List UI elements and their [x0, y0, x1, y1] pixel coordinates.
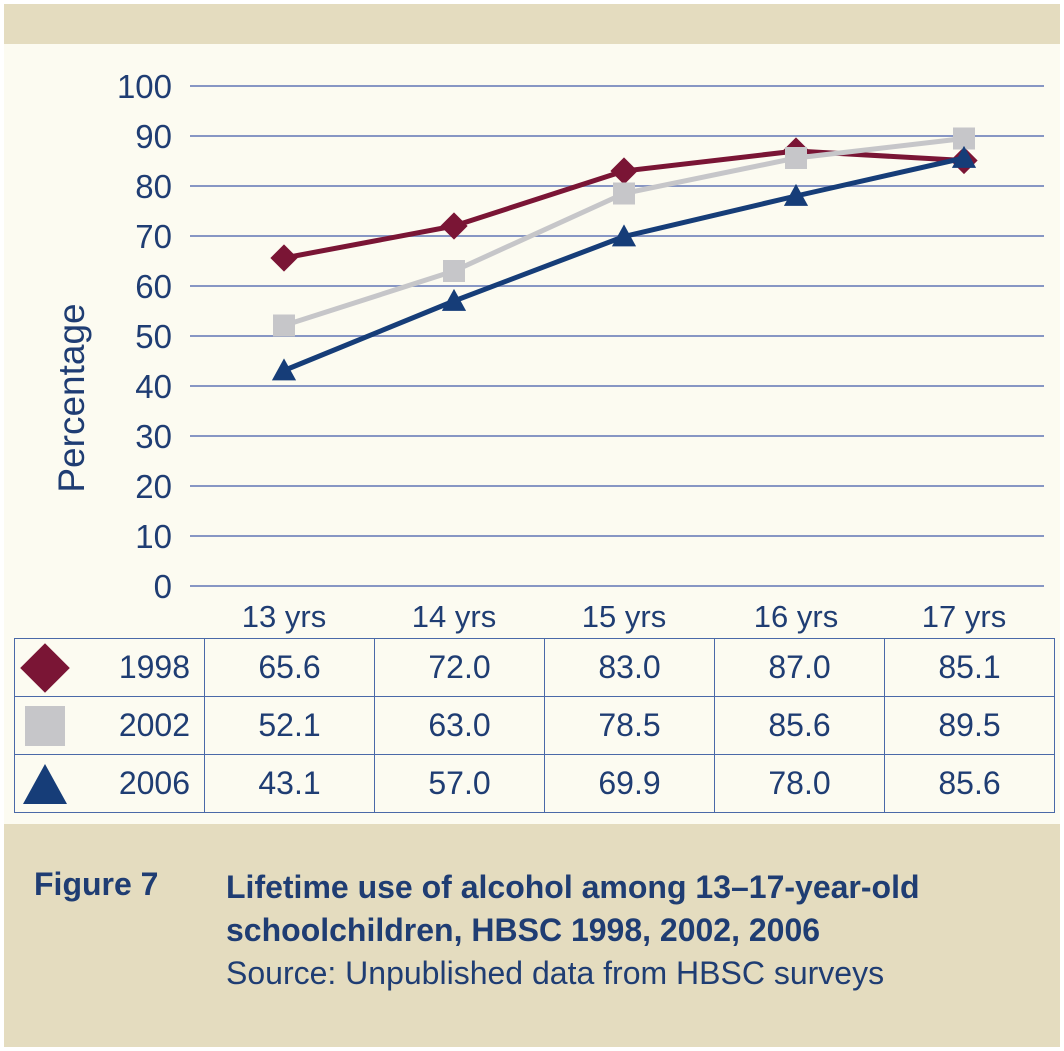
data-point-2002: [613, 182, 635, 205]
data-point-2002: [443, 260, 465, 282]
table-cell: 78.5: [544, 696, 715, 755]
y-tick-label: 80: [135, 168, 172, 205]
table-row: 2006 43.1 57.0 69.9 78.0 85.6: [14, 754, 1055, 813]
data-point-1998: [270, 244, 298, 272]
y-tick-label: 60: [135, 268, 172, 305]
y-tick-label: 50: [135, 318, 172, 355]
y-tick-label: 20: [135, 468, 172, 505]
line-chart: 0 10 20 30 40 50 60 70 80 90 100 13 yrs 14 yrs 15 yr…: [51, 68, 1044, 634]
x-tick-label: 15 yrs: [582, 599, 666, 634]
data-point-2006: [611, 224, 637, 247]
x-tick-labels: 13 yrs 14 yrs 15 yrs 16 yrs 17 yrs: [242, 599, 1006, 634]
table-cell: 85.6: [884, 754, 1055, 813]
table-cell: 83.0: [544, 638, 715, 697]
series-lines: [270, 127, 978, 381]
data-point-2006: [783, 183, 809, 206]
table-row: 2002 52.1 63.0 78.5 85.6 89.5: [14, 696, 1055, 755]
table-cell: 87.0: [714, 638, 885, 697]
data-point-1998: [440, 212, 468, 240]
figure-label: Figure 7: [34, 866, 159, 902]
table-cell: 78.0: [714, 754, 885, 813]
table-row: 1998 65.6 72.0 83.0 87.0 85.1: [14, 638, 1055, 697]
legend-cell: 2002: [14, 696, 205, 755]
data-point-1998: [610, 157, 638, 185]
table-cell: 69.9: [544, 754, 715, 813]
legend-marker-2002: [25, 706, 65, 746]
data-point-2006: [951, 145, 977, 168]
y-tick-label: 100: [117, 68, 172, 105]
table-cell: 63.0: [374, 696, 545, 755]
x-tick-label: 14 yrs: [412, 599, 496, 634]
table-cell: 85.6: [714, 696, 885, 755]
legend-label: 2006: [118, 765, 190, 801]
legend-diamond-icon: [20, 643, 70, 693]
y-tick-label: 0: [154, 568, 172, 605]
table-cell: 72.0: [374, 638, 545, 697]
legend-triangle-icon: [23, 764, 67, 805]
x-tick-label: 13 yrs: [242, 599, 326, 634]
legend-label: 1998: [118, 649, 190, 685]
y-tick-labels: 0 10 20 30 40 50 60 70 80 90 100: [117, 68, 172, 605]
figure-title: Lifetime use of alcohol among 13–17-year…: [226, 869, 920, 948]
data-table: 1998 65.6 72.0 83.0 87.0 85.1 2002 52.1 63.0 78.5…: [14, 638, 1055, 813]
legend-marker-1998: [20, 643, 70, 693]
figure-source: Source: Unpublished data from HBSC surve…: [226, 955, 885, 991]
y-tick-label: 70: [135, 218, 172, 255]
y-axis-title: Percentage: [51, 303, 92, 492]
y-tick-label: 10: [135, 518, 172, 555]
grid-lines: [190, 85, 1044, 587]
y-tick-label: 40: [135, 368, 172, 405]
y-tick-label: 30: [135, 418, 172, 455]
series-2002: [273, 127, 975, 337]
table-cell: 52.1: [204, 696, 375, 755]
table-cell: 65.6: [204, 638, 375, 697]
legend-label: 2002: [118, 707, 190, 743]
legend-cell: 2006: [14, 754, 205, 813]
data-point-2002: [785, 147, 807, 169]
y-tick-label: 90: [135, 118, 172, 155]
legend-cell: 1998: [14, 638, 205, 697]
legend-square-icon: [25, 706, 65, 746]
data-point-2006: [441, 288, 467, 311]
series-2006: [271, 145, 977, 381]
table-cell: 89.5: [884, 696, 1055, 755]
x-tick-label: 16 yrs: [754, 599, 838, 634]
legend-marker-2006: [23, 764, 67, 805]
data-point-2002: [273, 314, 295, 337]
table-cell: 85.1: [884, 638, 1055, 697]
data-point-2002: [953, 127, 975, 150]
data-point-2006: [271, 358, 297, 381]
caption-body: Lifetime use of alcohol among 13–17-year…: [226, 866, 1046, 995]
x-tick-label: 17 yrs: [922, 599, 1006, 634]
table-cell: 57.0: [374, 754, 545, 813]
table-cell: 43.1: [204, 754, 375, 813]
